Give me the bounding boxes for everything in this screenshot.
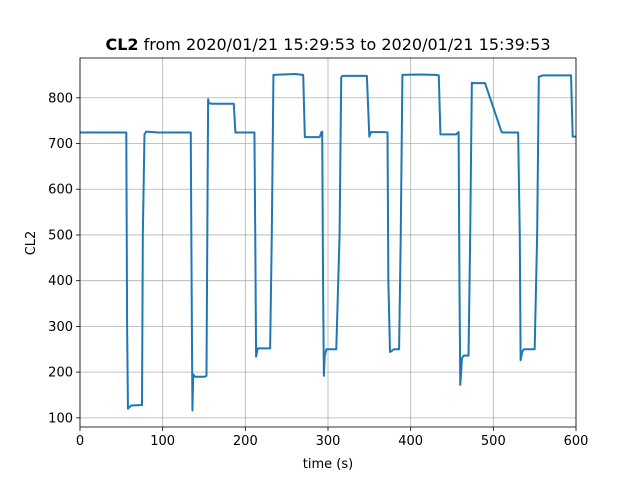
x-axis-label: time (s) bbox=[303, 457, 353, 472]
x-tick-label: 200 bbox=[233, 434, 258, 449]
y-tick-label: 400 bbox=[48, 274, 73, 289]
x-tick-label: 0 bbox=[76, 434, 84, 449]
y-tick-label: 300 bbox=[48, 320, 73, 335]
series-group bbox=[80, 73, 576, 412]
series-line bbox=[80, 73, 576, 412]
y-tick-label: 700 bbox=[48, 137, 73, 152]
x-tick-label: 500 bbox=[481, 434, 506, 449]
chart-title-rest: from 2020/01/21 15:29:53 to 2020/01/21 1… bbox=[139, 35, 551, 54]
y-tick-label: 600 bbox=[48, 183, 73, 198]
y-axis: 100 200 300 400 500 600 700 800 bbox=[48, 91, 80, 426]
y-axis-label: CL2 bbox=[24, 231, 39, 256]
x-tick-label: 300 bbox=[316, 434, 341, 449]
x-axis: 0 100 200 300 400 500 600 bbox=[76, 427, 589, 449]
y-tick-label: 500 bbox=[48, 228, 73, 243]
x-tick-label: 400 bbox=[398, 434, 423, 449]
y-tick-label: 200 bbox=[48, 366, 73, 381]
chart-title: CL2 from 2020/01/21 15:29:53 to 2020/01/… bbox=[105, 35, 550, 54]
grid bbox=[79, 58, 577, 427]
x-tick-label: 600 bbox=[564, 434, 589, 449]
chart-title-bold: CL2 bbox=[105, 35, 138, 54]
y-tick-label: 100 bbox=[48, 411, 73, 426]
y-tick-label: 800 bbox=[48, 91, 73, 106]
x-tick-label: 100 bbox=[150, 434, 175, 449]
